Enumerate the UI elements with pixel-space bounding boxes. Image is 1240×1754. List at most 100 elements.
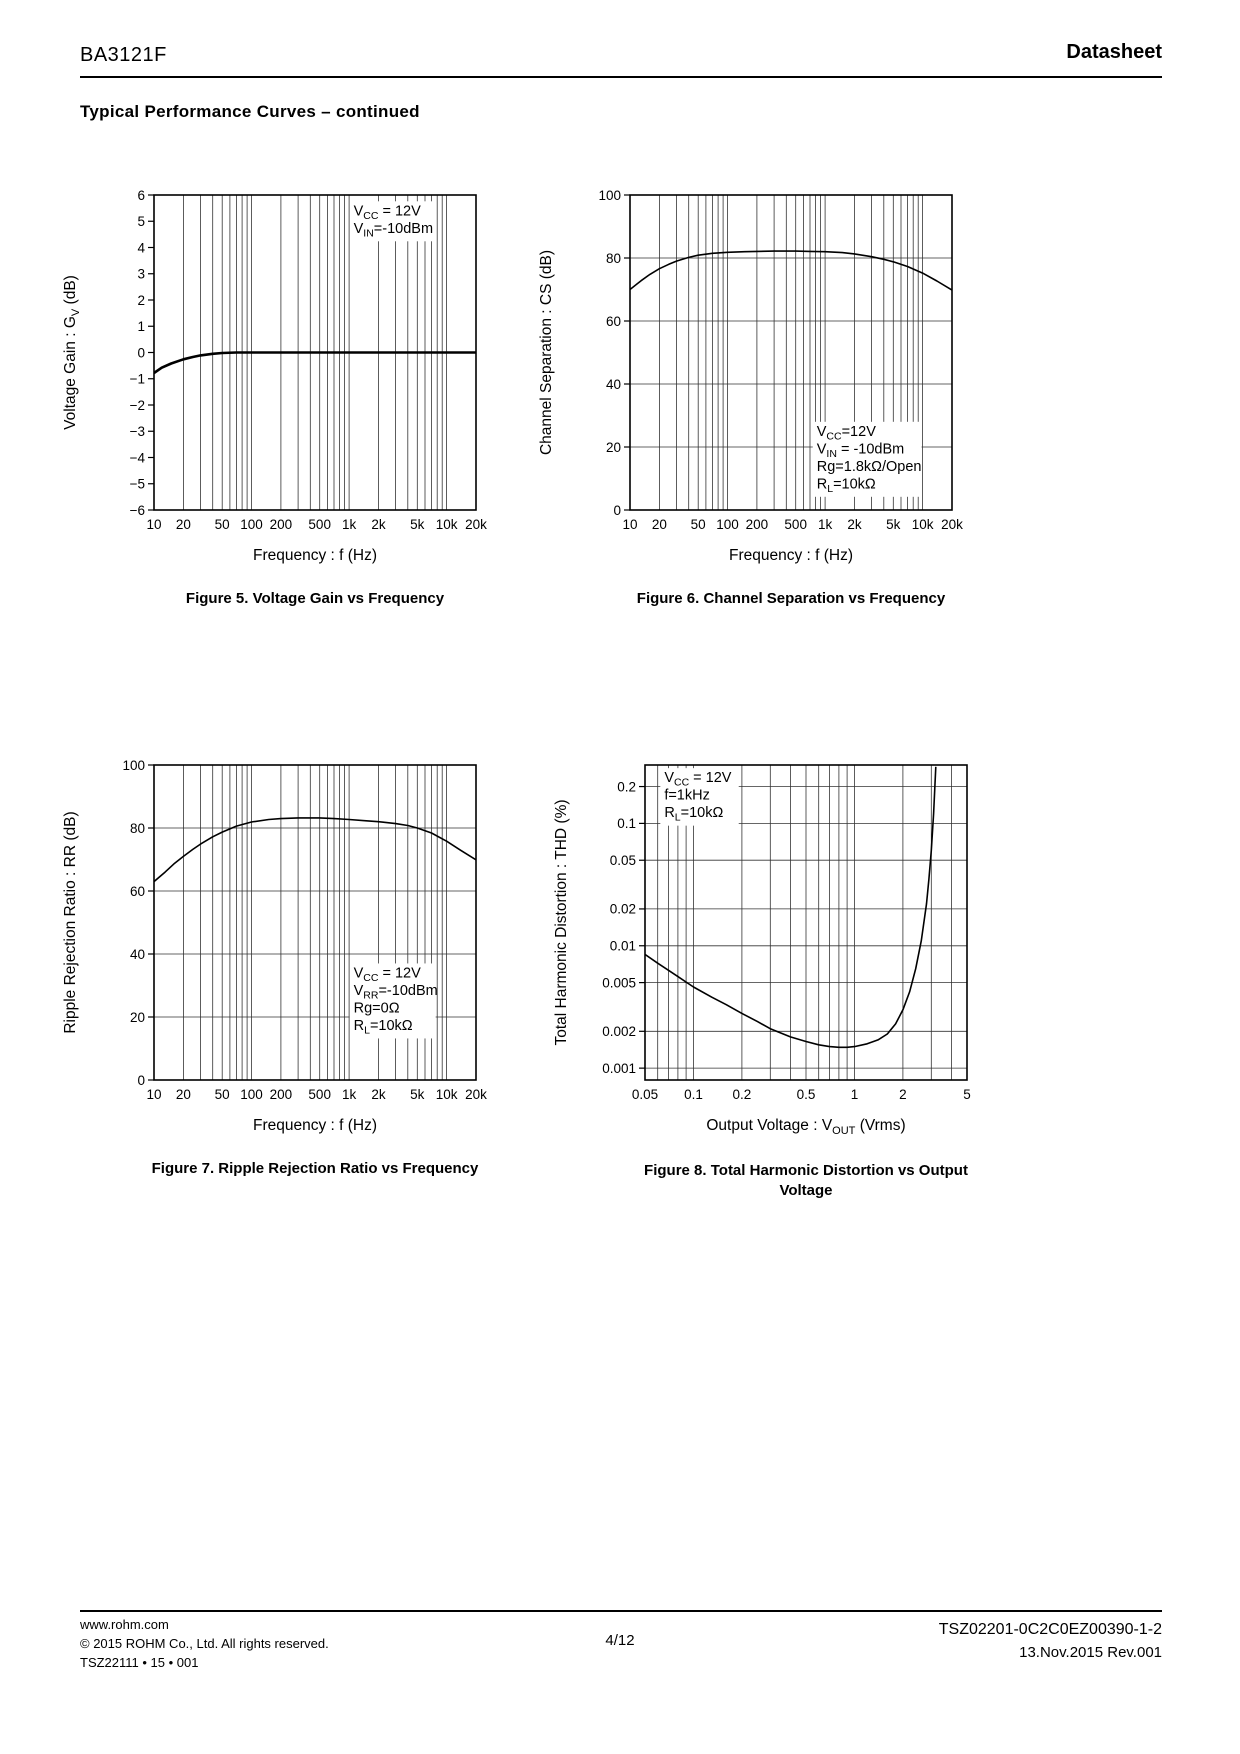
- plot-area-figure-5: VCC = 12VVIN=-10dBm6543210−1−2−3−4−5−610…: [130, 188, 488, 532]
- annotation-box: [349, 963, 436, 1039]
- series-thd: [645, 766, 937, 1049]
- y-tick-label: 0: [613, 503, 621, 518]
- annotation-line: Rg=1.8kΩ/Open: [817, 459, 922, 475]
- x-tick-label: 1k: [342, 517, 357, 532]
- footer-right: TSZ02201-0C2C0EZ00390-1-2 13.Nov.2015 Re…: [939, 1618, 1162, 1665]
- y-axis-ticks: 6 5 4 3 2 1 0 −1 −2 −3 −4 −5 −6: [130, 188, 154, 518]
- x-tick-label: 200: [270, 1087, 293, 1102]
- annotation-line: RL=10kΩ: [817, 476, 876, 495]
- datasheet-label: Datasheet: [1066, 41, 1162, 63]
- x-tick-label: 0.5: [797, 1087, 816, 1102]
- y-tick-label: 3: [137, 267, 145, 282]
- x-tick-label: 2k: [371, 517, 386, 532]
- x-tick-label: 100: [240, 1087, 263, 1102]
- x-tick-label: 5k: [410, 1087, 425, 1102]
- x-tick-label: 0.1: [684, 1087, 703, 1102]
- doc-code-left: TSZ22111 • 15 • 001: [80, 1654, 199, 1670]
- annotation-line: VIN = -10dBm: [817, 441, 904, 460]
- x-tick-label: 20k: [465, 517, 487, 532]
- x-tick-label: 20k: [941, 517, 963, 532]
- annotation-box: [660, 768, 739, 826]
- x-axis-ticks: 10 20 50 100 200 500 1k 2k 5k 10k 20k: [146, 517, 487, 532]
- y-axis-ticks: 100 80 60 40 20 0: [122, 758, 154, 1088]
- x-tick-label: 5: [963, 1087, 971, 1102]
- annotation-line: VRR=-10dBm: [354, 983, 438, 1002]
- x-axis-ticks: 0.05 0.1 0.2 0.5 1 2 5: [632, 1087, 971, 1102]
- y-axis-title: Channel Separation : CS (dB): [538, 249, 555, 456]
- figure-caption: Figure 7. Ripple Rejection Ratio vs Freq…: [151, 1160, 479, 1177]
- y-tick-label: 20: [606, 440, 621, 455]
- revision-date: 13.Nov.2015 Rev.001: [1019, 1644, 1162, 1661]
- x-tick-label: 10: [146, 1087, 161, 1102]
- chart-figure-6: Channel Separation : CS (dB) VCC=12V VIN …: [536, 185, 1006, 609]
- x-tick-label: 200: [746, 517, 769, 532]
- y-tick-label: 0.2: [617, 779, 636, 794]
- x-tick-label: 500: [308, 517, 331, 532]
- figure-caption: Figure 8. Total Harmonic Distortion vs O…: [644, 1162, 968, 1200]
- annotation-line: f=1kHz: [664, 788, 710, 804]
- annotation-line: VCC=12V: [817, 424, 876, 443]
- annotation-line: VCC = 12V: [664, 770, 731, 789]
- y-tick-label: 20: [130, 1010, 145, 1025]
- y-tick-label: −1: [130, 372, 145, 387]
- y-tick-label: 6: [137, 188, 145, 203]
- x-tick-label: 5k: [886, 517, 901, 532]
- y-tick-label: 5: [137, 214, 145, 229]
- part-number: BA3121F: [80, 44, 167, 66]
- x-tick-label: 20: [176, 1087, 191, 1102]
- y-tick-label: 0: [137, 1073, 145, 1088]
- y-tick-label: 80: [606, 251, 621, 266]
- x-tick-label: 10k: [436, 1087, 458, 1102]
- y-tick-label: −3: [130, 424, 145, 439]
- x-tick-label: 0.05: [632, 1087, 658, 1102]
- y-tick-label: 0.05: [610, 853, 636, 868]
- doc-code-right: TSZ02201-0C2C0EZ00390-1-2: [938, 1621, 1162, 1638]
- x-tick-label: 10: [146, 517, 161, 532]
- x-tick-label: 100: [240, 517, 263, 532]
- x-tick-label: 500: [784, 517, 807, 532]
- y-tick-label: −6: [130, 503, 145, 518]
- y-tick-label: 40: [130, 947, 145, 962]
- x-tick-label: 20k: [465, 1087, 487, 1102]
- footer-left: www.rohm.com © 2015 ROHM Co., Ltd. All r…: [80, 1616, 329, 1673]
- x-tick-label: 20: [652, 517, 667, 532]
- x-tick-label: 10: [622, 517, 637, 532]
- y-tick-label: 1: [137, 319, 145, 334]
- y-tick-label: 0.02: [610, 902, 636, 917]
- x-tick-label: 1: [851, 1087, 859, 1102]
- y-axis-ticks: 100 80 60 40 20 0: [598, 188, 630, 518]
- y-axis-title: Total Harmonic Distortion : THD (%): [553, 799, 570, 1046]
- x-tick-label: 2: [899, 1087, 907, 1102]
- annotation-line: VCC = 12V: [354, 203, 421, 222]
- x-tick-label: 200: [270, 517, 293, 532]
- y-axis-title: Ripple Rejection Ratio : RR (dB): [62, 811, 79, 1034]
- x-tick-label: 10k: [436, 517, 458, 532]
- y-axis-ticks: 0.2 0.1 0.05 0.02 0.01 0.005 0.002 0.001: [602, 779, 645, 1076]
- plot-frame: [153, 764, 477, 1081]
- series-ripple-rejection: [154, 817, 476, 883]
- gridlines: [153, 765, 477, 1080]
- y-tick-label: 0: [137, 345, 145, 360]
- y-tick-label: 0.01: [610, 939, 636, 954]
- x-tick-label: 2k: [847, 517, 862, 532]
- x-axis-ticks: 10 20 50 100 200 500 1k 2k 5k 10k 20k: [622, 517, 963, 532]
- y-tick-label: 0.001: [602, 1061, 636, 1076]
- y-tick-label: 60: [130, 884, 145, 899]
- x-axis-title: Frequency : f (Hz): [252, 547, 378, 564]
- y-tick-label: −2: [130, 398, 145, 413]
- annotation-line: RL=10kΩ: [664, 805, 723, 824]
- x-tick-label: 500: [308, 1087, 331, 1102]
- y-tick-label: 2: [137, 293, 145, 308]
- y-tick-label: 100: [122, 758, 145, 773]
- x-tick-label: 0.2: [733, 1087, 752, 1102]
- annotation-line: VIN=-10dBm: [354, 221, 433, 240]
- chart-figure-7: Ripple Rejection Ratio : RR (dB) VCC = 1…: [60, 755, 530, 1179]
- x-tick-label: 1k: [818, 517, 833, 532]
- page-number: 4/12: [605, 1632, 635, 1649]
- annotation-line: RL=10kΩ: [354, 1018, 413, 1036]
- series-voltage-gain: [154, 351, 476, 375]
- y-tick-label: 0.1: [617, 816, 636, 831]
